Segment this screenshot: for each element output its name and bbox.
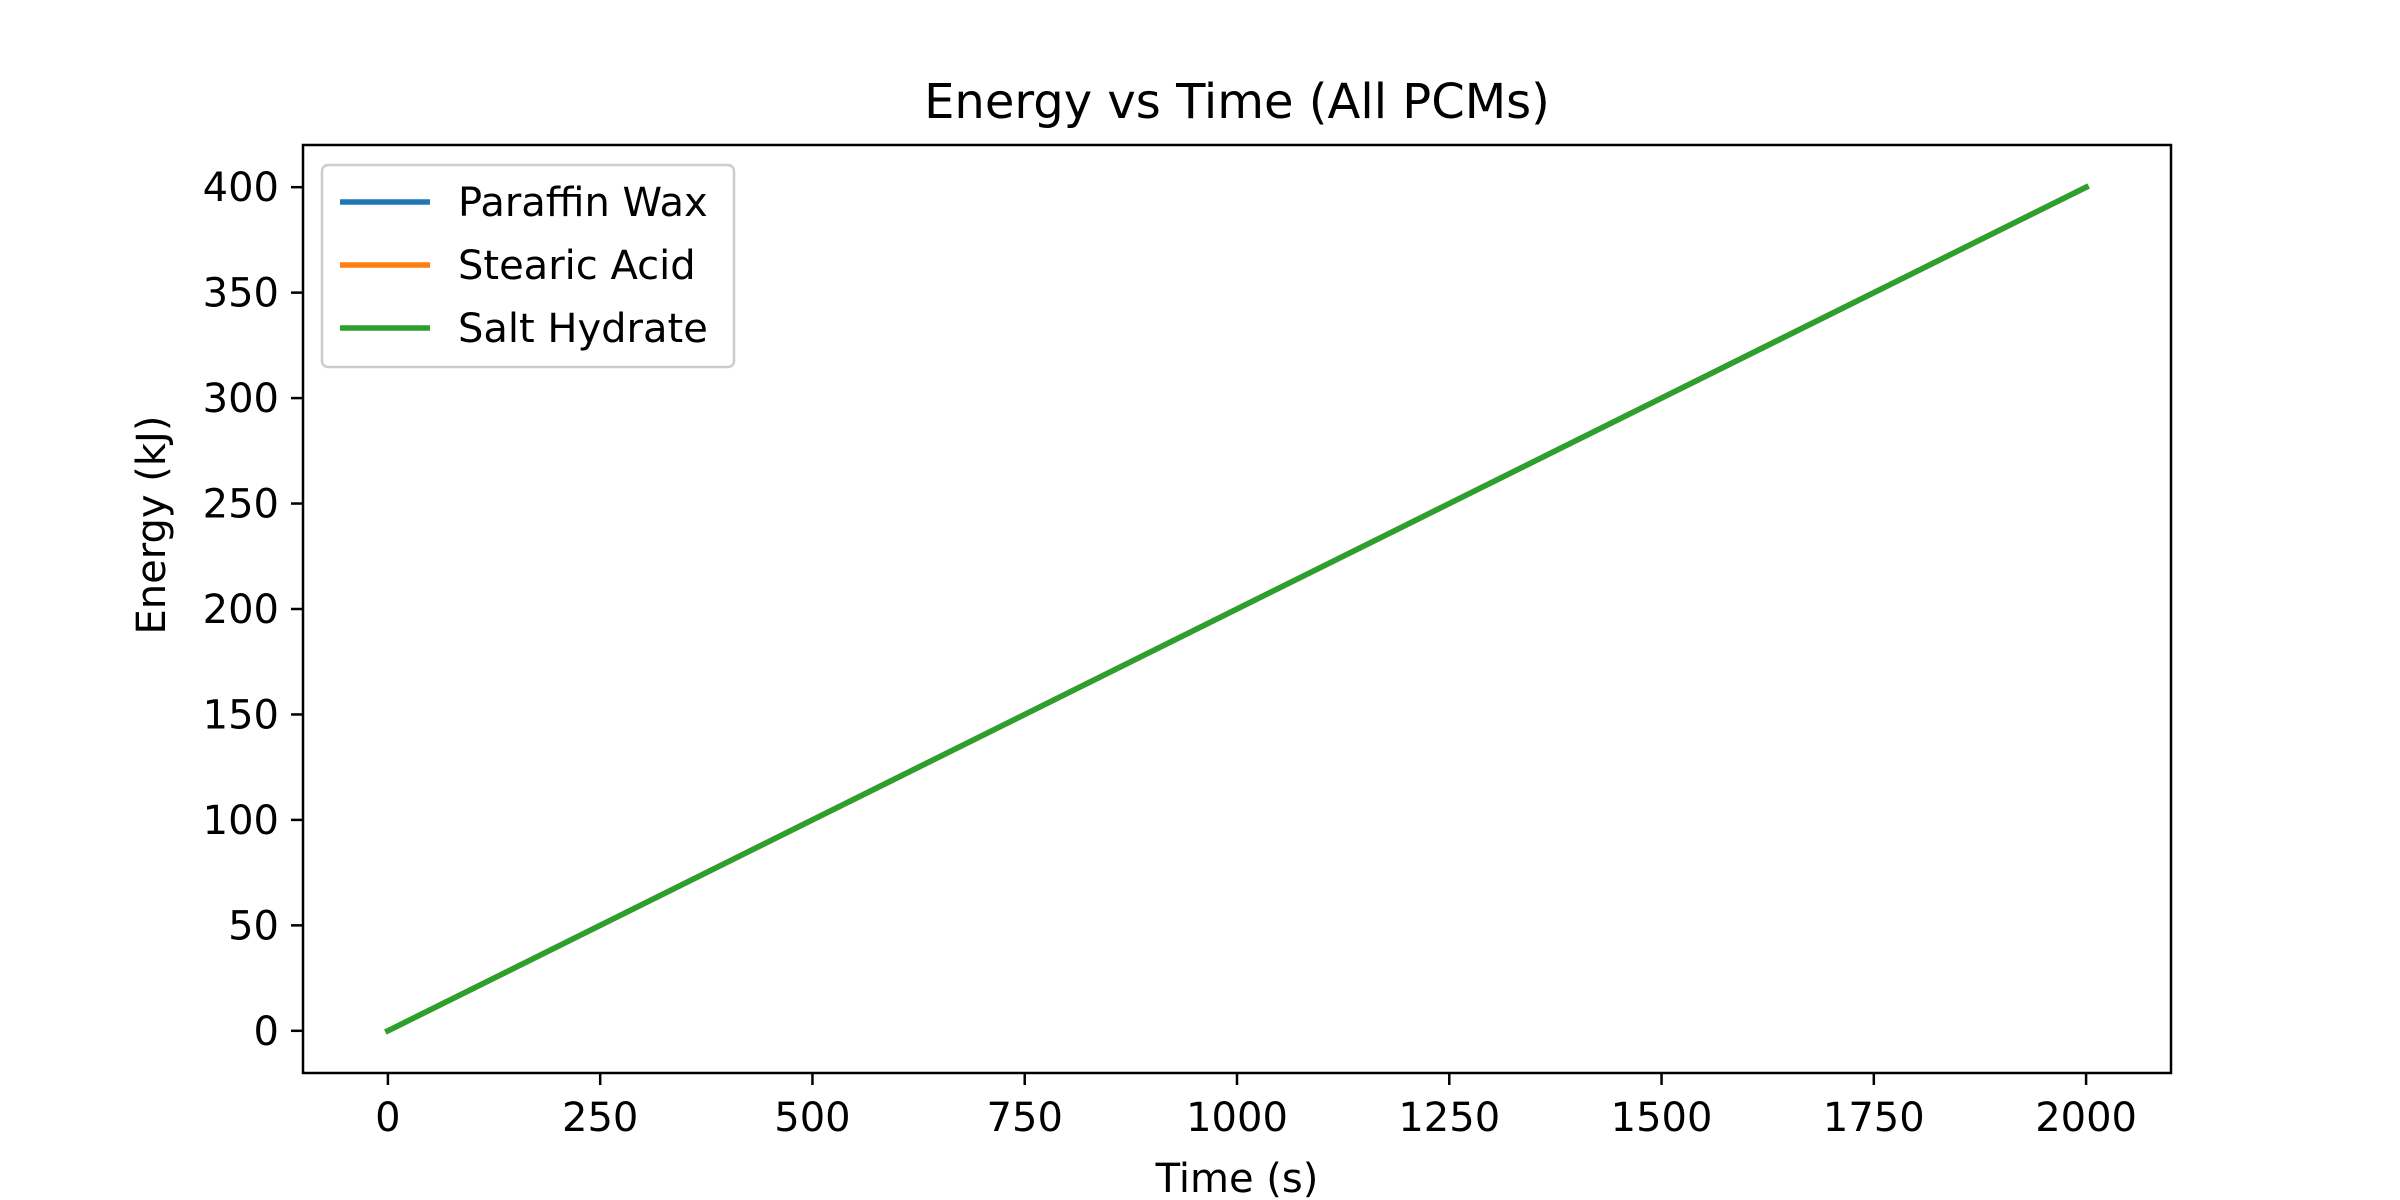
x-axis: 0 250 500 750 1000 1250 1500 1750 2000 <box>375 1073 2137 1141</box>
legend-label-2: Stearic Acid <box>458 243 696 289</box>
x-tick-label: 250 <box>562 1095 638 1141</box>
chart-title: Energy vs Time (All PCMs) <box>924 74 1550 130</box>
x-tick-label: 0 <box>375 1095 400 1141</box>
y-tick-label: 300 <box>203 376 279 422</box>
y-tick-label: 350 <box>203 271 279 317</box>
x-tick-label: 1500 <box>1611 1095 1713 1141</box>
series-line-3 <box>384 183 2090 1035</box>
x-tick-label: 500 <box>774 1095 850 1141</box>
y-tick-label: 400 <box>203 165 279 211</box>
legend-box <box>320 163 736 369</box>
y-tick-label: 0 <box>254 1009 279 1055</box>
y-tick-label: 100 <box>203 798 279 844</box>
series-layer <box>384 183 2090 1035</box>
x-tick-label: 2000 <box>2035 1095 2137 1141</box>
x-tick-label: 1750 <box>1823 1095 1925 1141</box>
x-axis-title: Time (s) <box>1155 1156 1319 1200</box>
legend-items: Paraffin Wax Stearic Acid Salt Hydrate <box>340 180 708 352</box>
legend: Paraffin Wax Stearic Acid Salt Hydrate <box>320 163 736 369</box>
legend-label-1: Paraffin Wax <box>458 180 708 226</box>
x-tick-label: 1000 <box>1186 1095 1288 1141</box>
x-tick-label: 1250 <box>1398 1095 1500 1141</box>
y-tick-label: 200 <box>203 587 279 633</box>
y-axis-title: Energy (kJ) <box>129 416 175 635</box>
y-tick-label: 250 <box>203 482 279 528</box>
y-tick-label: 50 <box>228 903 279 949</box>
y-axis: 0 50 100 150 200 250 300 350 400 <box>203 165 303 1055</box>
x-tick-label: 750 <box>987 1095 1063 1141</box>
legend-label-3: Salt Hydrate <box>458 306 708 352</box>
y-tick-label: 150 <box>203 692 279 738</box>
